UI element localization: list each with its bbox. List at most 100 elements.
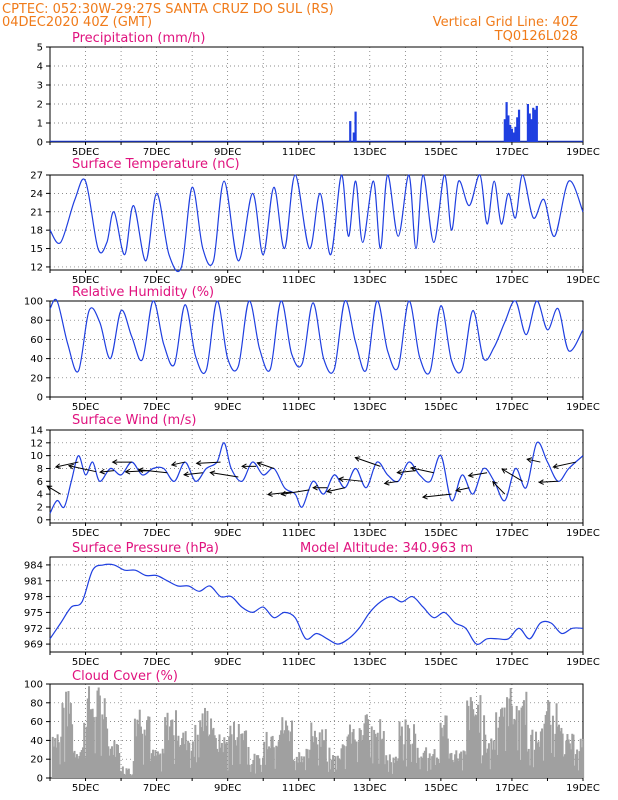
cloud-bar	[131, 774, 134, 778]
cloud-bar	[95, 716, 98, 778]
cloud-bar	[54, 738, 57, 778]
cloud-bar	[102, 719, 105, 778]
cloud-bar	[271, 735, 274, 778]
cloud-bar	[456, 758, 459, 778]
x-tick-label: 7DEC	[143, 528, 170, 539]
cloud-bar	[187, 740, 190, 778]
cloud-bar	[224, 743, 227, 778]
wind-arrow	[355, 457, 381, 467]
cloud-bar	[101, 714, 104, 778]
cloud-bar	[113, 740, 116, 778]
cloud-bar	[278, 734, 281, 778]
wind-arrow	[196, 461, 221, 464]
cloud-bar	[577, 770, 580, 778]
cloud-bar	[515, 705, 518, 778]
cloud-bar	[243, 730, 246, 778]
cloud-bar	[272, 747, 275, 778]
x-tick-label: 7DEC	[143, 783, 170, 794]
y-tick-label: 4	[37, 490, 43, 501]
cloud-bar	[344, 769, 347, 778]
cloud-bar	[208, 734, 211, 778]
x-tick-label: 9DEC	[214, 147, 241, 158]
x-tick-label: 17DEC	[495, 657, 529, 668]
cloud-bar	[404, 719, 407, 778]
cloud-bar	[249, 771, 252, 778]
y-tick-label: 18	[30, 226, 43, 237]
precip-bar	[526, 104, 530, 142]
cloud-bar	[388, 754, 391, 778]
cloud-bar	[351, 732, 354, 778]
wind-arrow	[267, 491, 292, 495]
wind-arrow	[210, 472, 239, 478]
cloud-bar	[580, 747, 583, 778]
cloud-bar	[66, 726, 69, 778]
y-tick-label: 27	[30, 171, 43, 182]
cloud-bar	[519, 759, 522, 778]
cloud-bar	[275, 745, 278, 778]
cloud-bar	[385, 755, 388, 778]
cloud-bar	[132, 761, 135, 778]
cloud-bar	[223, 737, 226, 778]
cloud-bar	[384, 764, 387, 778]
cloud-bar	[268, 746, 271, 778]
cloud-bar	[52, 746, 55, 778]
plot-frame	[49, 300, 584, 398]
cloud-bar	[183, 744, 186, 778]
cloud-bar	[286, 725, 289, 778]
cloud-bar	[532, 767, 535, 778]
cloud-bar	[259, 764, 262, 778]
cloud-bar	[141, 733, 144, 778]
x-tick-label: 19DEC	[566, 402, 600, 413]
cloud-bar	[242, 740, 245, 778]
cloud-bar	[535, 731, 538, 778]
precip-title: Precipitation (mm/h)	[72, 31, 205, 46]
cloud-bar	[94, 753, 97, 778]
cloud-bar	[549, 724, 552, 778]
cloud-bar	[425, 747, 428, 778]
cloud-bar	[61, 703, 64, 778]
cloud-bar	[299, 762, 302, 778]
cloud-bar	[170, 720, 173, 778]
x-tick-label: 13DEC	[353, 528, 387, 539]
cloud-bar	[98, 695, 101, 778]
cloud-bar	[499, 709, 502, 778]
plot-frame	[49, 174, 584, 271]
cloud-bar	[185, 750, 188, 778]
cloud-bar	[229, 725, 232, 778]
cloud-bar	[86, 698, 89, 778]
wind-arrow	[55, 461, 79, 468]
wind-arrow	[492, 481, 506, 495]
wind-arrow-head	[421, 493, 428, 500]
wind-arrow-head	[46, 485, 53, 491]
cloud-bar	[189, 767, 192, 778]
cloud-bar	[217, 751, 220, 778]
wind-arrow	[527, 458, 541, 463]
cloud-bar	[152, 749, 155, 778]
cloud-bar	[526, 751, 529, 778]
precip-bar	[349, 121, 352, 142]
cloud-bar	[421, 757, 424, 778]
cloud-bar	[239, 764, 242, 778]
plot-frame	[49, 556, 584, 653]
cloud-bar	[342, 745, 345, 778]
x-tick-label: 11DEC	[282, 275, 316, 286]
cloud-bar	[77, 758, 80, 778]
cloud-bar	[218, 734, 221, 778]
cloud-bar	[332, 755, 335, 778]
cloud-bar	[103, 698, 106, 778]
cloud-bar	[146, 720, 149, 778]
cloud-bar	[490, 738, 493, 778]
cloud-bar	[191, 741, 194, 778]
cloud-bar	[466, 700, 469, 778]
cloud-bar	[464, 754, 467, 778]
cloud-bar	[324, 729, 327, 778]
cloud-bar	[316, 744, 319, 778]
precip-bar	[533, 109, 537, 142]
wind-title: Surface Wind (m/s)	[72, 413, 196, 428]
cloud-bar	[481, 755, 484, 778]
cloud-bar	[190, 750, 193, 778]
x-tick-label: 13DEC	[353, 402, 387, 413]
cloud-bar	[333, 772, 336, 778]
y-tick-label: 0	[37, 393, 43, 404]
cloud-bar	[473, 716, 476, 778]
